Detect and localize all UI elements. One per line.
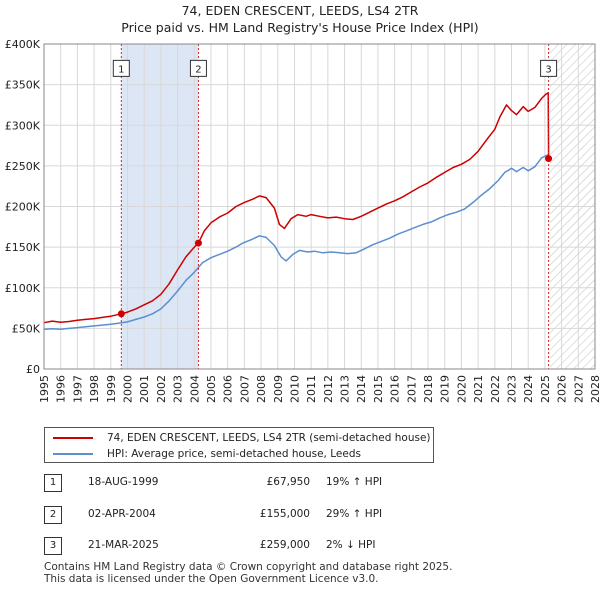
price-chart: 1 2 3 £0 £50K £100K £150K £200K £250K £300K £350K…: [5, 38, 600, 403]
sale-point: [545, 155, 553, 163]
x-tick-label: 2013: [339, 375, 352, 403]
x-tick-label: 2009: [272, 375, 285, 403]
footer-copyright: Contains HM Land Registry data © Crown c…: [44, 561, 453, 573]
x-tick-label: 2019: [439, 375, 452, 403]
transaction-date: 18-AUG-1999: [88, 476, 159, 488]
transaction-price: £67,950: [266, 476, 310, 488]
y-tick-label: £0: [26, 363, 40, 376]
sale-label-box: [189, 59, 207, 77]
sale-point: [117, 310, 125, 318]
transaction-number-badge: 1: [44, 474, 62, 492]
x-tick-label: 2002: [155, 375, 168, 403]
x-tick-label: 2027: [572, 375, 585, 403]
transaction-date: 21-MAR-2025: [88, 539, 159, 551]
legend-item-hpi: HPI: Average price, semi-detached house,…: [53, 447, 361, 461]
transaction-number-badge: 3: [44, 537, 62, 555]
x-tick-label: 2015: [372, 375, 385, 403]
y-tick-label: £50K: [12, 322, 41, 335]
property-series-line: [43, 92, 550, 324]
x-tick-label: 1995: [38, 375, 51, 403]
x-tick-label: 1997: [71, 375, 84, 403]
x-tick-label: 2016: [389, 375, 402, 403]
hpi-series-line: [43, 153, 549, 330]
chart-subtitle: Price paid vs. HM Land Registry's House …: [121, 20, 479, 35]
chart-legend: 74, EDEN CRESCENT, LEEDS, LS4 2TR (semi-…: [44, 427, 434, 463]
sale-label-text: 1: [118, 64, 124, 75]
transaction-price: £155,000: [259, 508, 310, 520]
sale-label-text: 3: [545, 64, 551, 75]
sale-label-box: [112, 59, 130, 77]
sale-point: [194, 239, 202, 247]
x-tick-label: 2012: [322, 375, 335, 403]
legend-swatch-hpi: [53, 453, 93, 455]
x-tick-label: 2020: [455, 375, 468, 403]
x-tick-label: 2028: [589, 375, 600, 403]
x-tick-label: 2021: [472, 375, 485, 403]
y-tick-label: £100K: [5, 282, 41, 295]
transaction-number-badge: 2: [44, 506, 62, 524]
x-tick-label: 2005: [205, 375, 218, 403]
x-tick-label: 2007: [238, 375, 251, 403]
x-tick-label: 2006: [222, 375, 235, 403]
transaction-price: £259,000: [259, 539, 310, 551]
x-tick-label: 2023: [506, 375, 519, 403]
x-tick-label: 1999: [105, 375, 118, 403]
plot-frame: [43, 43, 596, 370]
x-tick-label: 2017: [405, 375, 418, 403]
x-tick-label: 2025: [539, 375, 552, 403]
transaction-hpi-change: 2% ↓ HPI: [326, 539, 376, 551]
transaction-date: 02-APR-2004: [88, 508, 156, 520]
x-tick-label: 2004: [188, 375, 201, 403]
y-tick-label: £150K: [5, 241, 41, 254]
legend-label-property: 74, EDEN CRESCENT, LEEDS, LS4 2TR (semi-…: [107, 432, 431, 444]
y-tick-label: £400K: [5, 38, 41, 51]
x-tick-label: 2010: [288, 375, 301, 403]
x-tick-label: 2011: [305, 375, 318, 403]
x-tick-label: 2008: [255, 375, 268, 403]
x-tick-label: 2000: [121, 375, 134, 403]
x-tick-label: 2026: [556, 375, 569, 403]
legend-swatch-property: [53, 437, 93, 439]
x-tick-label: 2024: [522, 375, 535, 403]
legend-item-property: 74, EDEN CRESCENT, LEEDS, LS4 2TR (semi-…: [53, 431, 431, 445]
x-tick-label: 1998: [88, 375, 101, 403]
x-tick-label: 2001: [138, 375, 151, 403]
y-tick-label: £250K: [5, 160, 41, 173]
x-tick-label: 1996: [55, 375, 68, 403]
sale-label-box: [540, 59, 558, 77]
transaction-hpi-change: 29% ↑ HPI: [326, 508, 383, 520]
x-tick-label: 2018: [422, 375, 435, 403]
x-tick-label: 2003: [172, 375, 185, 403]
transaction-hpi-change: 19% ↑ HPI: [326, 476, 383, 488]
y-tick-label: £350K: [5, 79, 41, 92]
sale-label-text: 2: [195, 64, 201, 75]
y-tick-label: £300K: [5, 119, 41, 132]
legend-label-hpi: HPI: Average price, semi-detached house,…: [107, 448, 361, 460]
footer-licence: This data is licensed under the Open Gov…: [44, 573, 379, 585]
x-tick-label: 2022: [489, 375, 502, 403]
y-tick-label: £200K: [5, 201, 41, 214]
chart-title-address: 74, EDEN CRESCENT, LEEDS, LS4 2TR: [181, 3, 419, 18]
x-tick-label: 2014: [355, 375, 368, 403]
